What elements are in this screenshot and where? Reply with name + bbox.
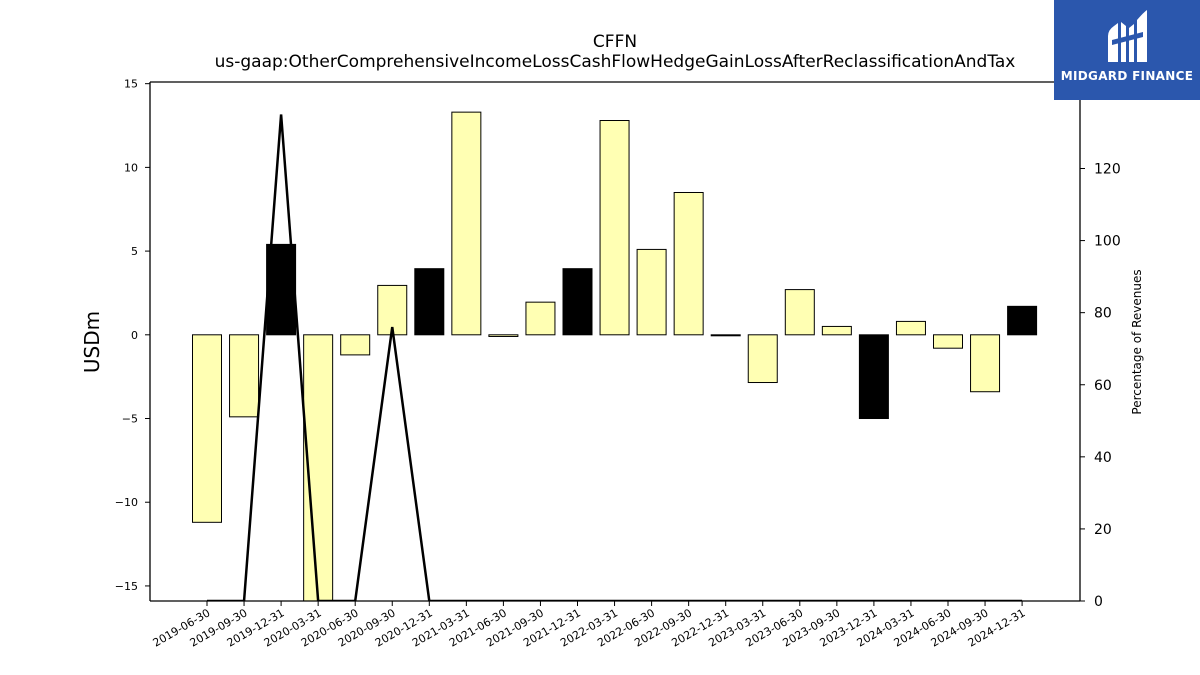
y2-tick-label: 100 xyxy=(1094,234,1121,250)
logo-mark-icon xyxy=(1108,10,1147,62)
y-tick-label: −15 xyxy=(115,580,138,593)
logo-text: MIDGARD FINANCE xyxy=(1060,69,1194,83)
y-tick-label: −5 xyxy=(122,413,138,426)
bar-2019-09-30 xyxy=(229,334,260,418)
chart-subtitle: us-gaap:OtherComprehensiveIncomeLossCash… xyxy=(214,52,1016,72)
bar-2024-12-31 xyxy=(1007,305,1038,336)
bar-2021-03-31 xyxy=(451,111,482,336)
y2-tick-label: 80 xyxy=(1094,306,1112,322)
y-tick-label: −10 xyxy=(115,496,138,509)
y-tick-label: 10 xyxy=(124,161,138,174)
chart-title: CFFN xyxy=(592,32,638,52)
bar-2023-06-30 xyxy=(784,289,815,336)
bar-2022-03-31 xyxy=(599,120,630,336)
bar-2024-03-31 xyxy=(895,320,926,336)
bar-2022-06-30 xyxy=(636,248,667,336)
y2-tick-label: 20 xyxy=(1094,522,1112,538)
y2-tick-label: 60 xyxy=(1094,378,1112,394)
bars-layer xyxy=(192,111,1038,601)
y2-tick-label: 40 xyxy=(1094,450,1112,466)
bar-2023-12-31 xyxy=(858,334,889,420)
midgard-finance-logo: MIDGARD FINANCE xyxy=(1054,0,1200,100)
bar-2019-06-30 xyxy=(192,334,222,523)
bar-2023-09-30 xyxy=(821,325,852,336)
y2-tick-label: 0 xyxy=(1094,594,1103,610)
bar-2020-12-31 xyxy=(414,268,445,336)
bar-2021-09-30 xyxy=(525,301,556,336)
y-axis-label: USDm xyxy=(80,310,104,374)
bar-2021-06-30 xyxy=(488,334,519,337)
bar-2024-09-30 xyxy=(970,334,1001,393)
y2-tick-label: 120 xyxy=(1094,162,1121,178)
bar-2021-12-31 xyxy=(562,268,593,336)
y-tick-label: 15 xyxy=(124,78,138,91)
bar-2023-03-31 xyxy=(747,334,778,384)
y-tick-label: 0 xyxy=(131,329,138,342)
bar-2019-12-31 xyxy=(266,243,297,336)
bar-2020-06-30 xyxy=(340,334,371,356)
bar-2022-09-30 xyxy=(673,191,704,336)
y-tick-label: 5 xyxy=(131,245,138,258)
y2-axis-label: Percentage of Revenues xyxy=(1130,269,1144,415)
bar-2022-12-31 xyxy=(710,334,741,337)
bar-2024-06-30 xyxy=(933,334,963,349)
